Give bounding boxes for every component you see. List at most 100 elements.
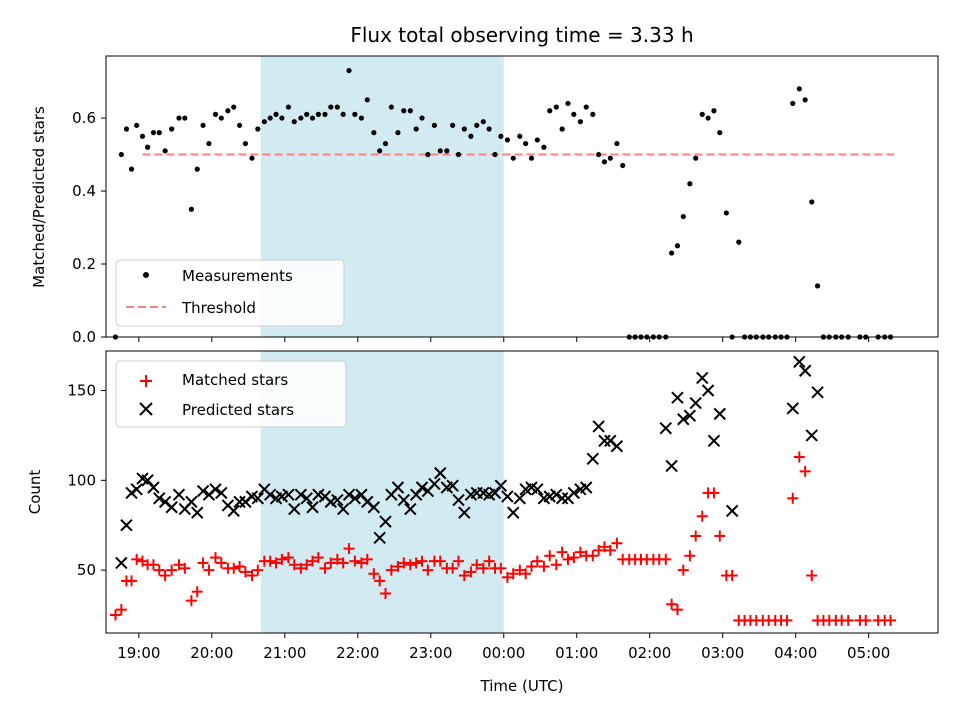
legend-matched-label: Matched stars — [182, 371, 288, 389]
measurement-point — [498, 133, 504, 139]
measurement-point — [364, 97, 370, 103]
legend-matched-marker — [140, 375, 152, 387]
matched-star-point — [611, 537, 623, 549]
matched-star-point — [708, 487, 720, 499]
measurement-point — [620, 162, 626, 169]
x-tick-label: 23:00 — [409, 644, 452, 662]
predicted-star-point — [494, 479, 508, 492]
matched-star-point — [465, 566, 477, 578]
measurement-point — [596, 151, 602, 158]
matched-star-point — [885, 614, 897, 626]
matched-star-point — [343, 543, 355, 555]
predicted-star-point — [288, 502, 301, 516]
matched-star-point — [288, 559, 300, 571]
measurement-point — [162, 148, 168, 154]
measurement-point — [212, 111, 219, 117]
predicted-star-point — [507, 506, 520, 519]
predicted-star-point — [115, 556, 128, 570]
matched-star-point — [361, 553, 373, 565]
predicted-star-point — [725, 504, 739, 518]
bottom-legend: Matched stars Predicted stars — [115, 360, 347, 428]
measurement-point — [431, 122, 438, 128]
chart-title: Flux total observing time = 3.33 h — [350, 23, 693, 47]
matched-star-point — [781, 614, 793, 626]
legend-measurements-label: Measurements — [182, 267, 293, 285]
top-legend: Measurements Threshold — [115, 259, 345, 327]
matched-star-point — [385, 564, 397, 576]
predicted-star-point — [191, 506, 204, 519]
matched-star-point — [392, 561, 404, 573]
predicted-star-point — [185, 495, 198, 509]
measurement-point — [723, 210, 729, 216]
measurement-point — [693, 155, 699, 161]
measurement-point — [315, 111, 321, 117]
measurement-point — [468, 133, 474, 139]
measurement-point — [285, 104, 292, 110]
legend-measurements-marker — [143, 272, 149, 278]
predicted-star-point — [683, 409, 697, 422]
matched-star-point — [684, 550, 696, 562]
measurement-point — [118, 151, 124, 158]
legend-threshold-label: Threshold — [181, 299, 256, 317]
measurement-point — [523, 140, 529, 147]
matched-star-point — [799, 465, 811, 477]
matched-star-point — [501, 571, 513, 583]
predicted-star-point — [172, 488, 186, 501]
measurement-point — [534, 137, 540, 143]
measurement-point — [577, 119, 583, 125]
measurement-point — [565, 100, 571, 107]
predicted-star-point — [610, 439, 624, 453]
matched-star-point — [374, 575, 386, 587]
predicted-star-point — [659, 422, 672, 435]
measurement-point — [150, 130, 157, 136]
measurement-point — [504, 137, 511, 143]
measurement-point — [169, 126, 175, 132]
matched-star-point — [239, 566, 251, 578]
predicted-star-point — [367, 501, 381, 514]
measurement-point — [614, 140, 620, 147]
measurement-point — [553, 104, 559, 110]
measurement-point — [176, 115, 182, 121]
measurement-point — [455, 151, 462, 158]
x-tick-label: 22:00 — [336, 644, 379, 662]
measurement-point — [358, 115, 365, 121]
measurement-point — [340, 111, 346, 117]
matched-star-point — [471, 559, 483, 571]
matched-star-point — [434, 555, 446, 567]
predicted-star-point — [798, 364, 812, 377]
x-tick-label: 21:00 — [263, 644, 306, 662]
measurement-point — [547, 108, 553, 114]
x-axis-label: Time (UTC) — [480, 677, 564, 695]
predicted-star-point — [282, 488, 295, 501]
matched-star-point — [666, 598, 678, 610]
matched-star-point — [276, 553, 288, 565]
measurement-point — [571, 111, 577, 117]
measurement-point — [249, 155, 255, 161]
measurement-point — [711, 108, 717, 114]
matched-star-point — [714, 530, 726, 542]
matched-star-point — [126, 575, 138, 587]
matched-star-point — [173, 559, 185, 571]
measurement-point — [796, 86, 802, 92]
top-y-tick-label: 0.6 — [72, 109, 96, 127]
predicted-star-point — [306, 501, 319, 514]
predicted-star-point — [147, 481, 160, 494]
matched-star-point — [544, 550, 556, 562]
measurement-point — [182, 115, 188, 121]
matched-star-point — [598, 541, 610, 553]
matched-star-point — [153, 564, 165, 576]
matched-star-point — [860, 614, 872, 626]
matched-star-point — [159, 570, 171, 582]
predicted-star-point — [567, 486, 581, 500]
matched-star-point — [538, 561, 550, 573]
measurement-point — [267, 115, 273, 121]
matched-star-point — [349, 555, 361, 567]
predicted-star-point — [153, 492, 166, 505]
x-tick-label: 00:00 — [482, 644, 525, 662]
measurement-point — [517, 133, 523, 139]
matched-star-point — [228, 562, 240, 574]
measurement-point — [194, 166, 200, 172]
matched-star-point — [520, 568, 532, 580]
matched-star-point — [380, 587, 392, 599]
top-y-ticks: 0.0 0.2 0.4 0.6 — [72, 109, 106, 346]
